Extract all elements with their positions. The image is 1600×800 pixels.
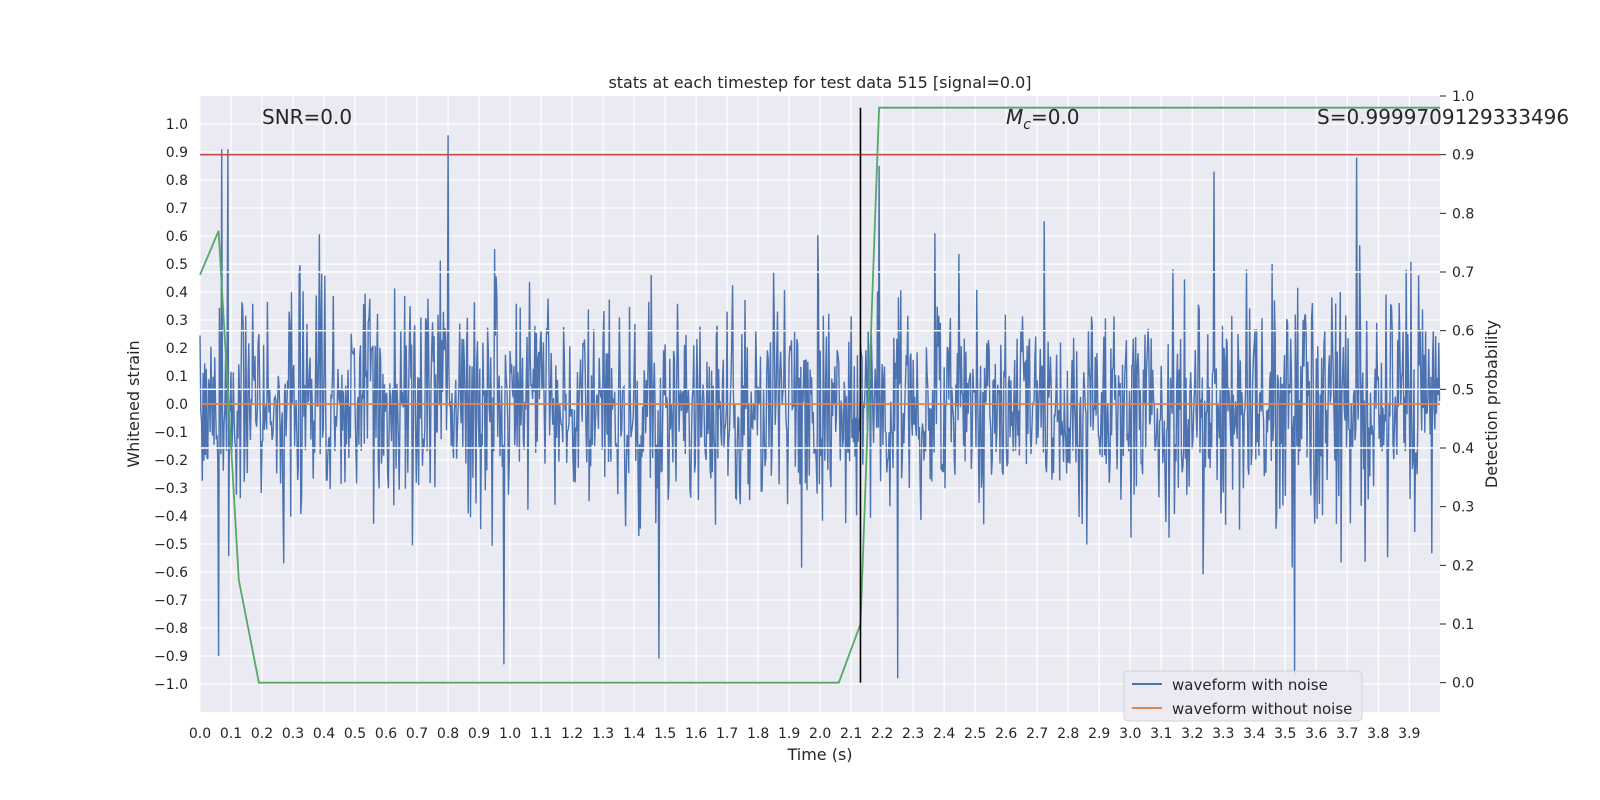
y-tick-label: 0.7 [166,201,188,217]
x-tick-label: 2.6 [995,726,1017,742]
y2-tick-label: 0.0 [1452,676,1474,692]
x-tick-label: 0.0 [189,726,211,742]
y-tick-label: −0.4 [154,509,188,525]
x-axis-label: Time (s) [786,745,852,764]
y-tick-label: −0.1 [154,425,188,441]
x-tick-label: 0.3 [282,726,304,742]
y-tick-label: −0.5 [154,537,188,553]
detection-probability-line [199,106,1440,684]
y-tick-label: 0.0 [166,397,188,413]
x-tick-label: 3.7 [1336,726,1358,742]
x-tick-label: 2.3 [902,726,924,742]
y-tick-label: −0.8 [154,621,188,637]
x-tick-label: 0.9 [468,726,490,742]
x-tick-label: 3.2 [1181,726,1203,742]
legend-box [1123,670,1363,722]
y-tick-label: 0.4 [166,285,188,301]
snr-annotation: SNR=0.0 [262,105,352,129]
x-tick-label: 0.1 [220,726,242,742]
y-tick-label: −0.2 [154,453,188,469]
x-tick-label: 0.8 [437,726,459,742]
y-tick-label: −0.7 [154,593,188,609]
series-waveform-with-noise [199,135,1441,679]
y-tick-label: 0.2 [166,341,188,357]
chirp-mass-value: =0.0 [1031,105,1080,129]
x-tick-label: 1.4 [623,726,645,742]
x-tick-label: 0.4 [313,726,335,742]
x-tick-label: 0.7 [406,726,428,742]
y-tick-label: 1.0 [166,117,188,133]
x-tick-label: 0.5 [344,726,366,742]
x-tick-label: 2.5 [964,726,986,742]
overlay-lines [199,106,1440,684]
y-axis-label: Whitened strain [124,340,143,467]
x-tick-label: 1.6 [685,726,707,742]
y2-tick-label: 0.2 [1452,558,1474,574]
y-tick-label: 0.6 [166,229,188,245]
y-tick-label: −0.9 [154,649,188,665]
axis-ticks: 0.0 0.1 0.2 0.3 0.4 0.5 0.6 0.7 0.8 0.9 1.0 1.1 1.2 1… [154,89,1474,742]
s-annotation: S=0.9999709129333496 [1317,105,1569,129]
y-tick-label: 0.3 [166,313,188,329]
x-tick-label: 1.7 [716,726,738,742]
x-tick-label: 2.8 [1057,726,1079,742]
y-tick-label: −0.6 [154,565,188,581]
x-tick-label: 2.7 [1026,726,1048,742]
x-tick-label: 3.9 [1398,726,1420,742]
x-tick-label: 3.8 [1367,726,1389,742]
y2-tick-label: 0.8 [1452,206,1474,222]
chirp-mass-subscript: c [1023,117,1031,133]
waveform-with-noise-line [199,135,1441,679]
x-tick-label: 1.8 [747,726,769,742]
y2-tick-label: 0.5 [1452,382,1474,398]
x-tick-label: 1.0 [499,726,521,742]
x-tick-label: 2.2 [871,726,893,742]
y2-tick-label: 0.7 [1452,265,1474,281]
chart-title: stats at each timestep for test data 515… [608,73,1031,92]
x-tick-label: 3.5 [1274,726,1296,742]
x-tick-label: 2.4 [933,726,955,742]
x-tick-label: 2.0 [809,726,831,742]
x-tick-label: 3.0 [1119,726,1141,742]
chirp-mass-symbol: M [1006,105,1023,129]
y2-tick-label: 1.0 [1452,89,1474,105]
x-tick-label: 0.2 [251,726,273,742]
x-tick-label: 3.1 [1150,726,1172,742]
x-tick-label: 0.6 [375,726,397,742]
x-tick-label: 1.5 [654,726,676,742]
x-tick-label: 1.3 [592,726,614,742]
legend-label-waveform-with-noise: waveform with noise [1172,676,1328,694]
y-tick-label: 0.9 [166,145,188,161]
chirp-mass-annotation: Mc=0.0 [1006,105,1080,133]
x-tick-label: 1.9 [778,726,800,742]
x-tick-label: 1.2 [561,726,583,742]
y2-tick-label: 0.6 [1452,324,1474,340]
y-tick-label: 0.8 [166,173,188,189]
legend: waveform with noise waveform without noi… [1123,670,1363,722]
x-tick-label: 3.6 [1305,726,1327,742]
y2-tick-label: 0.9 [1452,148,1474,164]
x-tick-label: 3.3 [1212,726,1234,742]
legend-label-waveform-without-noise: waveform without noise [1172,700,1352,718]
y-tick-label: 0.5 [166,257,188,273]
x-tick-label: 2.9 [1088,726,1110,742]
x-tick-label: 3.4 [1243,726,1265,742]
y2-tick-label: 0.3 [1452,500,1474,516]
x-tick-label: 1.1 [530,726,552,742]
y2-tick-label: 0.1 [1452,617,1474,633]
y2-tick-label: 0.4 [1452,441,1474,457]
y-tick-label: −1.0 [154,677,188,693]
x-tick-label: 2.1 [840,726,862,742]
y-tick-label: −0.3 [154,481,188,497]
y2-axis-label: Detection probability [1482,320,1501,488]
y-tick-label: 0.1 [166,369,188,385]
